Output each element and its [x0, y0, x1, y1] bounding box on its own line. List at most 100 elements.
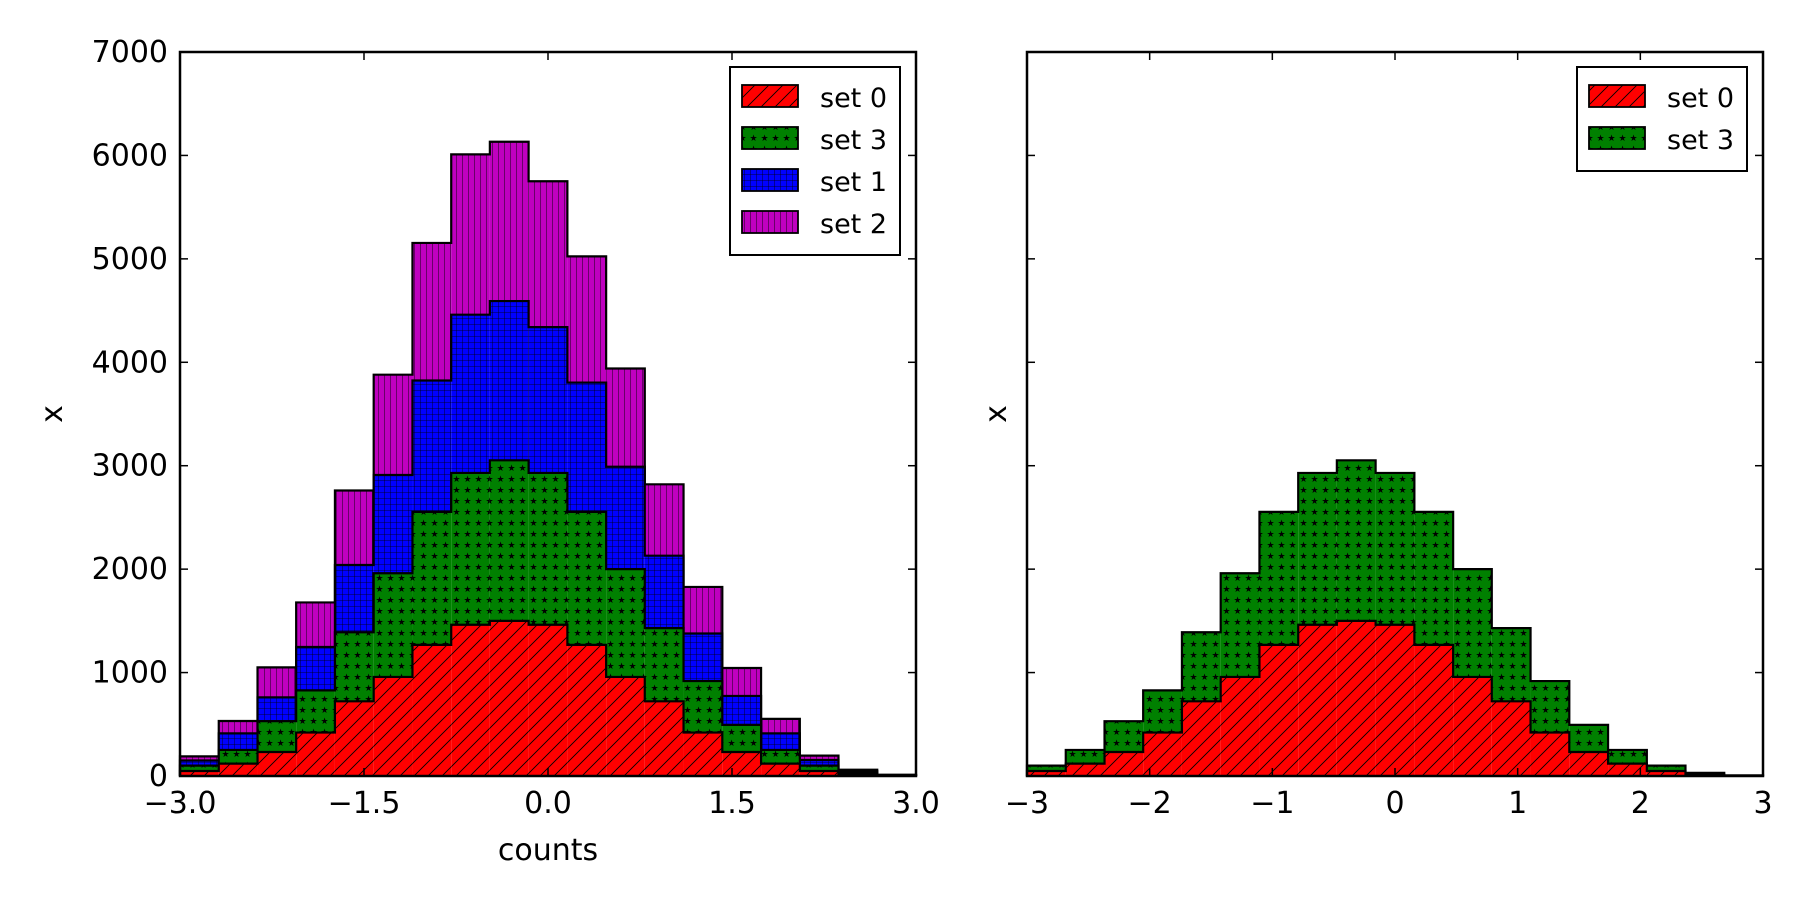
x-tick-label: −3	[1005, 786, 1049, 821]
bar-hatch	[1453, 569, 1492, 677]
bar-hatch	[1531, 681, 1570, 733]
bar-hatch	[761, 750, 800, 764]
bar-hatch	[1453, 677, 1492, 776]
bar-hatch	[258, 697, 297, 721]
bar-hatch	[722, 725, 761, 752]
bar-hatch	[1608, 750, 1647, 764]
legend-swatch-hatch	[742, 169, 798, 191]
y-tick-label: 3000	[92, 449, 168, 484]
bar-hatch	[606, 368, 645, 466]
bar-hatch	[335, 701, 374, 776]
bar-hatch	[722, 696, 761, 725]
bar-hatch	[1376, 473, 1415, 625]
bar-hatch	[761, 764, 800, 776]
bar-hatch	[258, 721, 297, 752]
bar-hatch	[529, 473, 568, 625]
bar-hatch	[451, 154, 490, 314]
bar-hatch	[258, 752, 297, 776]
x-tick-label: 2	[1631, 786, 1650, 821]
bar-hatch	[1143, 690, 1182, 732]
bar-hatch	[412, 512, 451, 645]
x-tick-label: 0	[1385, 786, 1404, 821]
bar-hatch	[490, 460, 529, 621]
legend-swatch	[742, 169, 798, 191]
legend: set 0 set 3	[1577, 67, 1747, 171]
x-axis-label: counts	[498, 833, 598, 868]
bar-hatch	[219, 764, 258, 776]
bar-hatch	[684, 587, 723, 634]
bar-hatch	[1414, 512, 1453, 645]
bar-hatch	[490, 621, 529, 776]
bar-hatch	[451, 473, 490, 625]
bar-hatch	[1298, 473, 1337, 625]
legend-swatch	[742, 85, 798, 107]
bar-hatch	[606, 569, 645, 677]
bar-hatch	[1376, 625, 1415, 776]
bar-hatch	[1066, 750, 1105, 764]
legend-label: set 3	[1667, 125, 1734, 156]
plot-area	[1027, 460, 1763, 776]
bar-hatch	[412, 243, 451, 381]
bar-hatch	[1337, 460, 1376, 621]
x-tick-label: −2	[1128, 786, 1172, 821]
legend-swatch	[742, 127, 798, 149]
bar-hatch	[1105, 721, 1144, 752]
x-tick-label: −1.5	[328, 786, 401, 821]
bar-hatch	[722, 752, 761, 776]
bar-hatch	[645, 701, 684, 776]
bar-hatch	[296, 690, 335, 732]
legend-label: set 0	[1667, 83, 1734, 114]
legend-swatch	[1589, 85, 1645, 107]
bar-hatch	[1414, 645, 1453, 776]
series-set-0	[1027, 621, 1763, 776]
bar-hatch	[529, 327, 568, 473]
y-tick-label: 7000	[92, 35, 168, 70]
y-tick-label: 5000	[92, 242, 168, 277]
legend-swatch	[1589, 127, 1645, 149]
bar-hatch	[606, 677, 645, 776]
bar-hatch	[1569, 752, 1608, 776]
bar-hatch	[219, 721, 258, 733]
bar-hatch	[451, 315, 490, 473]
y-axis-label: x	[35, 405, 70, 423]
legend-label: set 1	[820, 167, 887, 198]
bar-hatch	[1259, 645, 1298, 776]
x-tick-label: 3.0	[892, 786, 940, 821]
legend-swatch	[742, 211, 798, 233]
bar-hatch	[374, 677, 413, 776]
bar-hatch	[412, 645, 451, 776]
bar-hatch	[1182, 701, 1221, 776]
y-axis-label: x	[979, 405, 1014, 423]
bar-hatch	[1531, 733, 1570, 776]
legend-label: set 2	[820, 209, 887, 240]
legend-swatch-hatch	[1589, 127, 1645, 149]
legend-label: set 3	[820, 125, 887, 156]
bar-hatch	[374, 375, 413, 475]
x-tick-label: 0.0	[524, 786, 572, 821]
bar-hatch	[490, 142, 529, 301]
bar-hatch	[219, 750, 258, 764]
bar-hatch	[606, 467, 645, 569]
bar-hatch	[684, 681, 723, 733]
x-tick-label: −1	[1250, 786, 1294, 821]
bar-hatch	[1182, 632, 1221, 701]
bar-hatch	[529, 181, 568, 327]
bar-hatch	[258, 667, 297, 697]
bar-hatch	[374, 475, 413, 573]
y-tick-label: 4000	[92, 345, 168, 380]
bar-hatch	[529, 625, 568, 776]
bar-hatch	[645, 484, 684, 555]
legend-swatch-hatch	[742, 127, 798, 149]
bar-hatch	[567, 645, 606, 776]
x-tick-label: 1.5	[708, 786, 756, 821]
bar-hatch	[374, 573, 413, 677]
y-tick-label: 1000	[92, 656, 168, 691]
bar-hatch	[684, 633, 723, 681]
x-tick-label: 3	[1753, 786, 1772, 821]
bar-hatch	[645, 556, 684, 628]
bar-hatch	[1492, 628, 1531, 701]
bar-hatch	[490, 301, 529, 460]
